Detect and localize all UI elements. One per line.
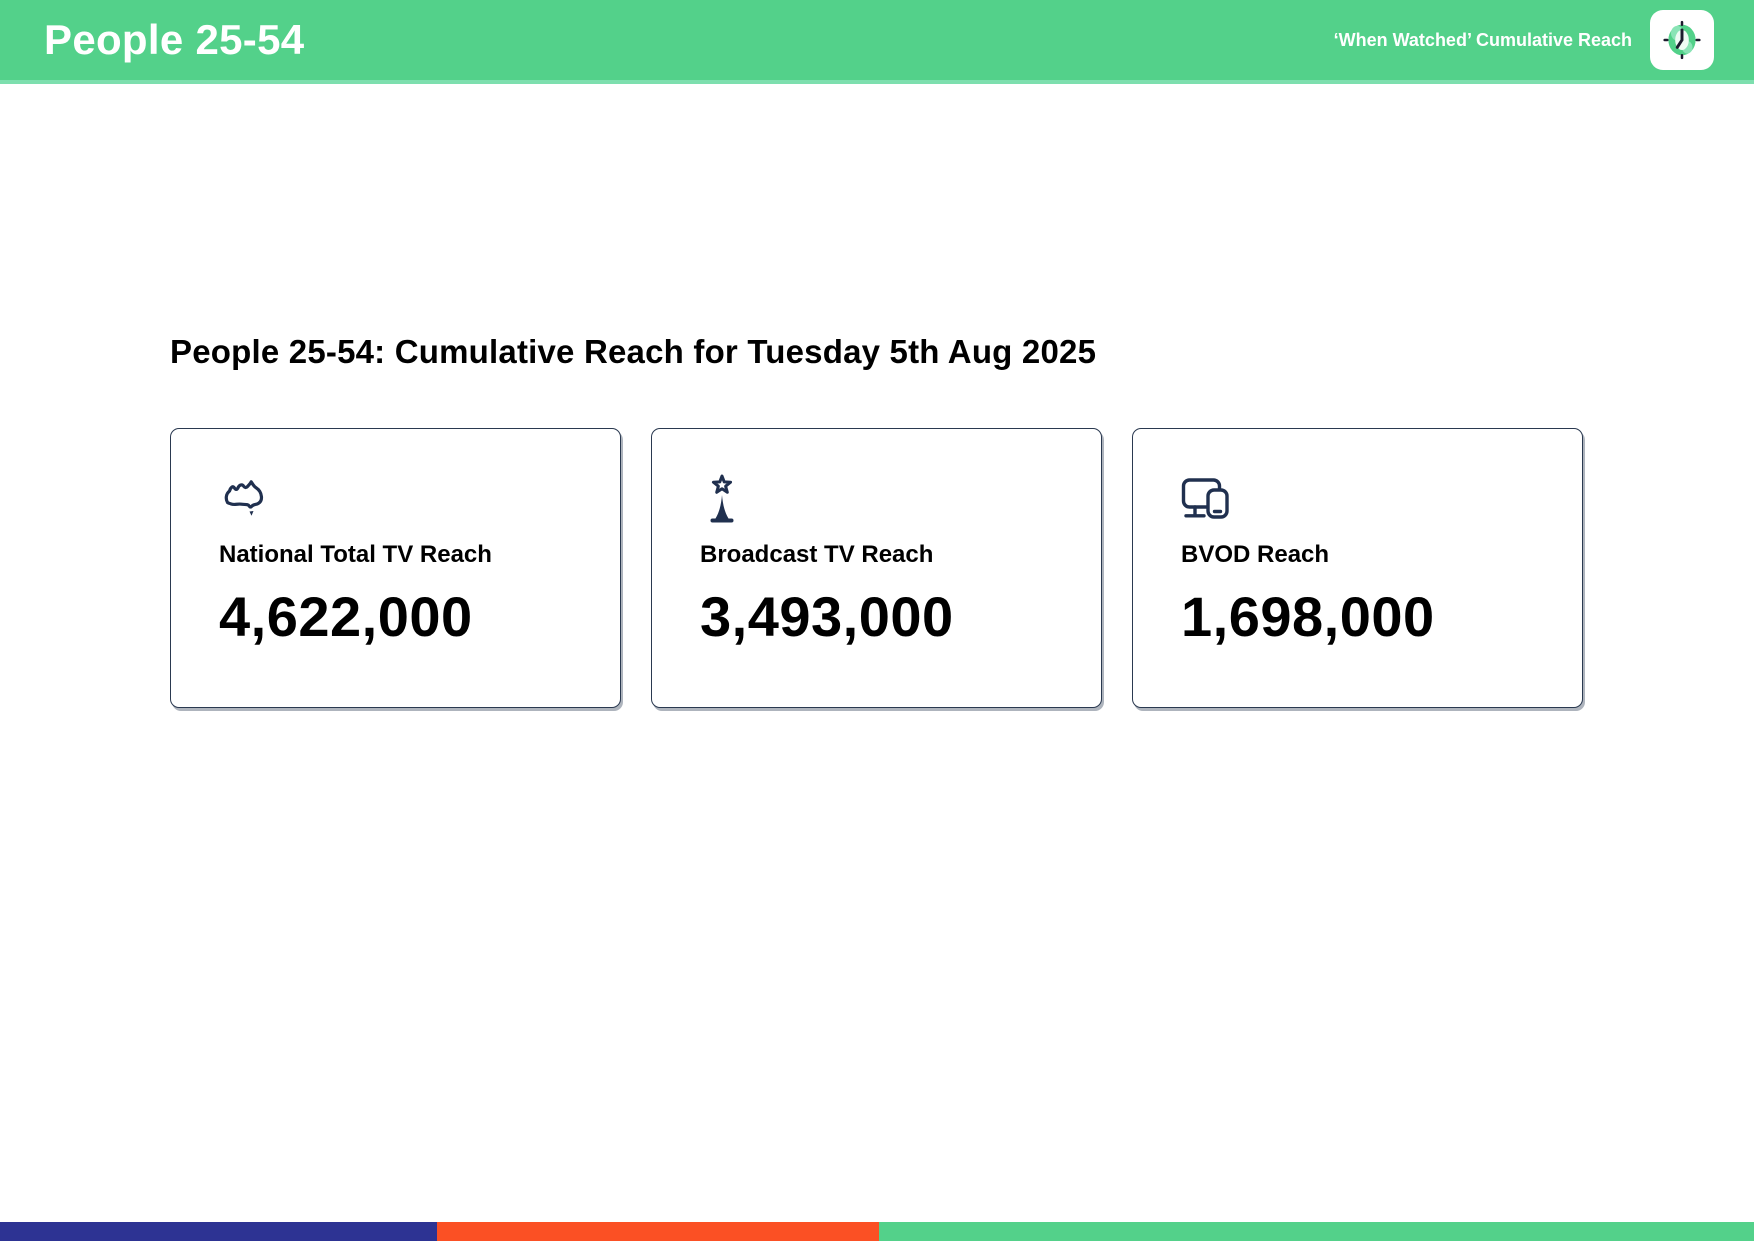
card-label: National Total TV Reach [219, 541, 492, 568]
page-title: People 25-54 [44, 16, 305, 63]
card-bvod-reach: BVOD Reach 1,698,000 [1132, 428, 1583, 708]
header-bar: People 25-54 ‘When Watched’ Cumulative R… [0, 0, 1754, 84]
header-subtitle: ‘When Watched’ Cumulative Reach [1333, 29, 1632, 50]
card-label: BVOD Reach [1181, 541, 1330, 568]
footer-segment-green [878, 1222, 1754, 1241]
main-content: People 25-54: Cumulative Reach for Tuesd… [0, 333, 1754, 708]
footer-segment-orange [436, 1222, 879, 1241]
clock-icon [1663, 20, 1701, 60]
australia-map-icon [219, 473, 572, 525]
broadcast-tower-star-icon [700, 473, 1053, 525]
tv-and-phone-devices-icon [1181, 473, 1534, 525]
card-label: Broadcast TV Reach [700, 541, 934, 568]
kpi-cards-row: National Total TV Reach 4,622,000 Broadc… [170, 428, 1584, 708]
card-broadcast-tv-reach: Broadcast TV Reach 3,493,000 [651, 428, 1102, 708]
footer-segment-blue [0, 1222, 437, 1241]
card-value: 3,493,000 [700, 585, 954, 648]
report-heading: People 25-54: Cumulative Reach for Tuesd… [170, 333, 1097, 370]
card-value: 1,698,000 [1181, 585, 1435, 648]
footer-color-bar [0, 1222, 1754, 1241]
card-national-total-tv-reach: National Total TV Reach 4,622,000 [170, 428, 621, 708]
header-right-group: ‘When Watched’ Cumulative Reach [1334, 10, 1714, 70]
when-watched-logo [1650, 10, 1714, 70]
card-value: 4,622,000 [219, 585, 473, 648]
